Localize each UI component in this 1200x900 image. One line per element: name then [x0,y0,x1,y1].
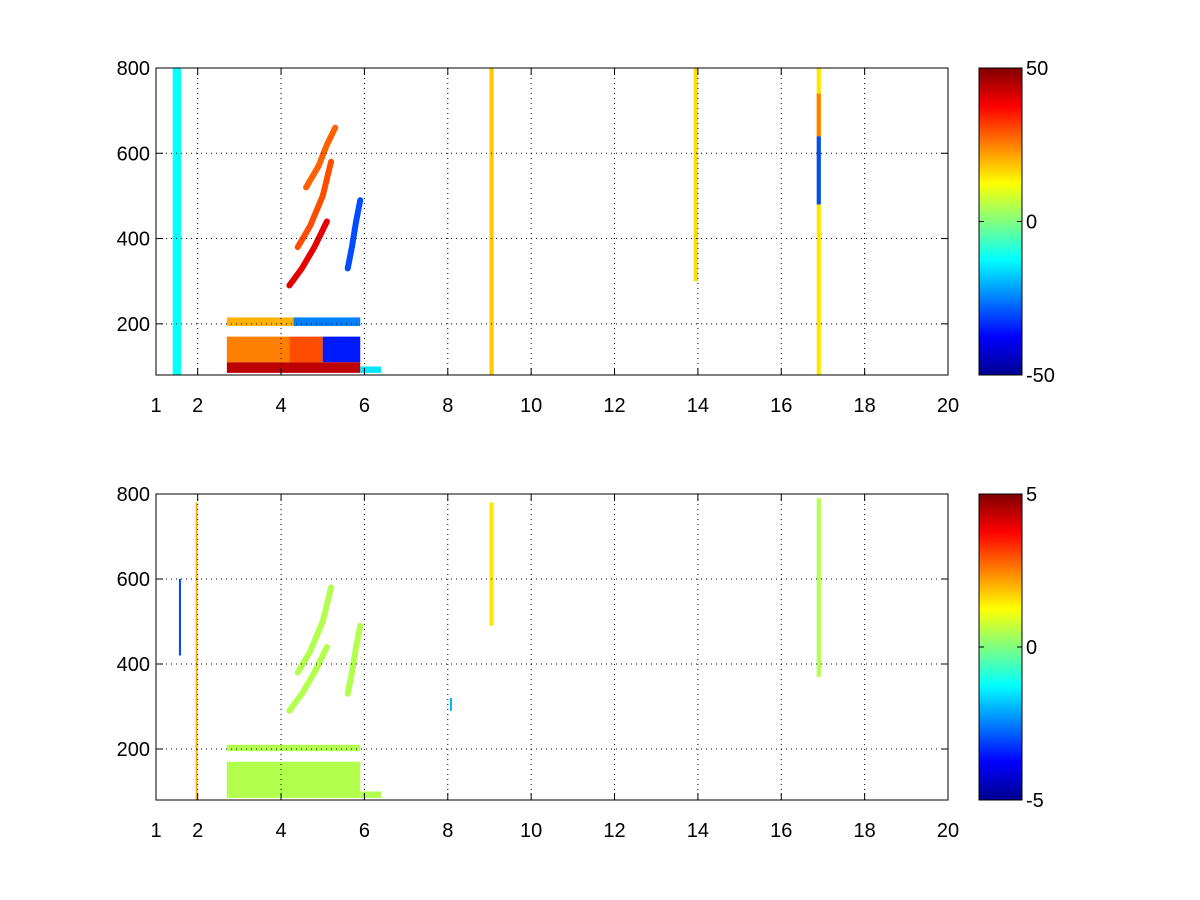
x-tick-label: 16 [770,820,792,842]
y-tick-label: 400 [117,229,150,251]
colorbar: 5 0 -5 [978,484,1044,812]
heatmap-band-3 [360,791,382,798]
x-tick-label: 2 [192,395,203,417]
y-tick-label: 400 [117,654,150,676]
heatmap-band-13 [816,93,821,137]
y-tick-label: 200 [117,314,150,336]
x-tick-label: 1 [150,395,161,417]
x-tick-label: 4 [275,395,286,417]
heatmap-band-7 [178,579,182,656]
heatmap-ridge-9 [286,644,330,714]
plot-area [156,68,948,375]
x-tick-label: 12 [603,395,625,417]
x-tick-label: 4 [275,820,286,842]
x-tick-label: 6 [359,820,370,842]
y-tick-label: 800 [117,484,150,506]
colorbar-tick-label: 0 [1026,637,1037,659]
colorbar-gradient [978,67,1023,376]
heatmap-band-11 [816,68,821,375]
plot-area [156,494,948,800]
y-tick-label: 600 [117,569,150,591]
x-tick-label: 1 [150,820,161,842]
x-tick-label: 18 [854,820,876,842]
heatmap-band-3 [289,336,323,363]
heatmap-cells [172,68,821,375]
heatmap-band-9 [489,68,494,375]
heatmap-band-2 [226,336,290,363]
heatmap-band-8 [195,502,198,800]
y-tick-label: 800 [117,58,150,80]
y-tick-label: 600 [117,143,150,165]
x-tick-label: 14 [687,820,709,842]
heatmap-band-12 [816,136,821,205]
heatmap-band-2 [226,744,361,752]
x-tick-label: 8 [442,820,453,842]
x-tick-label: 10 [520,820,542,842]
x-tick-label: 20 [937,395,959,417]
heatmap-band-5 [816,498,821,677]
x-tick-label: 20 [937,820,959,842]
heatmap-ridge-16 [303,124,339,191]
heatmap-ridge-11 [344,622,364,697]
colorbar-tick-label: 0 [1026,212,1037,234]
x-tick-label: 12 [603,820,625,842]
heatmap-ridge-14 [286,218,330,289]
heatmap-band-6 [449,698,452,711]
heatmap-band-8 [172,68,182,375]
heatmap-band-5 [226,317,294,326]
heatmap-ridge-17 [344,197,364,272]
colorbar-tick-label: -5 [1026,790,1044,812]
heatmap-band-1 [226,362,361,373]
heatmap-band-4 [489,502,494,626]
heatmap-band-1 [226,761,361,798]
heatmap-ridge-10 [294,584,335,676]
colorbar: 50 0 -50 [978,58,1055,387]
x-tick-label: 6 [359,395,370,417]
x-tick-label: 16 [770,395,792,417]
y-tick-label: 200 [117,739,150,761]
heatmap-band-10 [693,68,698,282]
axes-frame [155,493,949,801]
x-tick-label: 18 [854,395,876,417]
heatmap-band-7 [360,366,382,373]
colorbar-gradient [978,493,1023,801]
heatmap-band-6 [293,317,361,326]
x-tick-label: 8 [442,395,453,417]
heatmap-band-4 [322,336,361,363]
x-tick-label: 2 [192,820,203,842]
axes-frame [155,67,949,376]
colorbar-tick-label: 50 [1026,58,1048,80]
colorbar-tick-label: -50 [1026,365,1055,387]
heatmap-ridge-15 [294,158,335,251]
x-tick-label: 10 [520,395,542,417]
x-tick-label: 14 [687,395,709,417]
heatmap-cells [178,498,821,800]
colorbar-tick-label: 5 [1026,484,1037,506]
